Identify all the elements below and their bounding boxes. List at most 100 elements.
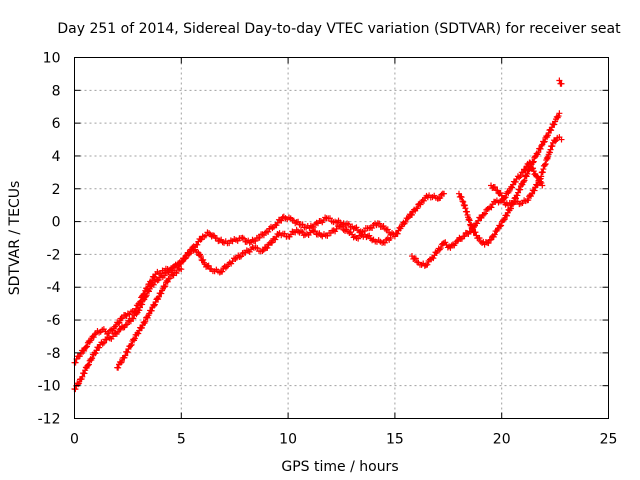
data-point: [551, 121, 558, 128]
data-point: [185, 251, 192, 258]
y-tick-label: -4: [47, 280, 61, 296]
data-point: [414, 205, 421, 212]
data-point: [507, 205, 514, 212]
data-point: [558, 136, 565, 143]
data-point: [77, 351, 84, 358]
x-tick-label: 10: [279, 432, 297, 448]
data-point: [488, 204, 495, 211]
data-point: [202, 232, 209, 239]
data-point: [84, 343, 91, 350]
data-point: [441, 190, 448, 197]
data-point: [520, 178, 527, 185]
data-point: [151, 302, 158, 309]
data-point: [116, 326, 123, 333]
data-point: [158, 290, 165, 297]
data-point: [509, 184, 516, 191]
data-point: [501, 216, 508, 223]
series-track-d: [408, 134, 565, 269]
data-point: [420, 197, 427, 204]
data-point: [558, 80, 565, 87]
data-point: [391, 233, 398, 240]
data-point: [162, 283, 169, 290]
data-point: [527, 161, 534, 168]
data-point: [546, 149, 553, 156]
series-track-a: [71, 190, 448, 366]
x-tick-label: 5: [177, 432, 186, 448]
data-point: [497, 223, 504, 230]
data-point: [81, 347, 88, 354]
data-point: [295, 218, 302, 225]
data-point: [254, 245, 261, 252]
data-point: [150, 281, 157, 288]
data-point: [177, 260, 184, 267]
data-point: [530, 158, 537, 165]
data-point: [384, 226, 391, 233]
data-point: [124, 349, 131, 356]
data-point: [81, 370, 88, 377]
data-point: [269, 239, 276, 246]
data-point: [178, 266, 185, 273]
data-point: [155, 293, 162, 300]
data-point: [115, 364, 122, 371]
data-point: [136, 307, 143, 314]
data-point: [205, 262, 212, 269]
data-point: [339, 223, 346, 230]
data-point: [517, 186, 524, 193]
data-point: [376, 220, 383, 227]
data-point: [194, 241, 201, 248]
data-point: [476, 234, 483, 241]
data-point: [281, 230, 288, 237]
data-point: [96, 344, 103, 351]
data-point: [326, 215, 333, 222]
data-point: [312, 228, 319, 235]
data-point: [442, 239, 449, 246]
data-point: [119, 315, 126, 322]
data-point: [278, 217, 285, 224]
data-point: [130, 315, 137, 322]
data-point: [345, 221, 352, 228]
data-point: [478, 214, 485, 221]
data-point: [355, 235, 362, 242]
data-point: [142, 318, 149, 325]
data-point: [412, 255, 419, 262]
data-point: [222, 264, 229, 271]
data-point: [402, 218, 409, 225]
data-point: [482, 210, 489, 217]
data-point: [522, 166, 529, 173]
data-point: [552, 138, 559, 145]
y-tick-label: 10: [43, 51, 61, 67]
data-point: [512, 178, 519, 185]
data-point: [99, 340, 106, 347]
data-point: [417, 201, 424, 208]
data-point: [115, 320, 122, 327]
y-tick-label: 4: [52, 149, 61, 165]
data-point: [517, 173, 524, 180]
y-tick-label: -8: [47, 346, 61, 362]
data-point: [197, 253, 204, 260]
data-point: [72, 386, 79, 393]
data-point: [381, 239, 388, 246]
data-point: [437, 194, 444, 201]
data-point: [259, 248, 266, 255]
data-point: [72, 359, 79, 366]
data-point: [164, 278, 171, 285]
data-point: [252, 238, 259, 245]
data-point: [437, 245, 444, 252]
data-point: [139, 301, 146, 308]
data-point: [173, 270, 180, 277]
data-point: [547, 146, 554, 153]
data-point: [514, 192, 521, 199]
data-point: [548, 127, 555, 134]
y-tick-label: -10: [38, 379, 61, 395]
data-point: [539, 182, 546, 189]
data-point: [502, 194, 509, 201]
data-point: [127, 342, 134, 349]
data-point: [142, 293, 149, 300]
series-track-f: [488, 159, 546, 202]
data-point: [154, 277, 161, 284]
data-point: [91, 331, 98, 338]
data-point: [100, 339, 107, 346]
data-point: [149, 277, 156, 284]
data-point: [118, 358, 125, 365]
